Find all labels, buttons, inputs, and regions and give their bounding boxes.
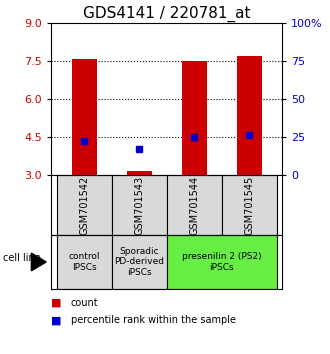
- Text: Sporadic
PD-derived
iPSCs: Sporadic PD-derived iPSCs: [114, 247, 164, 277]
- Bar: [57, 235, 112, 289]
- Bar: [127, 171, 151, 175]
- Bar: [57, 175, 112, 235]
- Bar: [72, 58, 96, 175]
- Text: count: count: [71, 298, 99, 308]
- Text: presenilin 2 (PS2)
iPSCs: presenilin 2 (PS2) iPSCs: [182, 252, 261, 272]
- Bar: [112, 175, 167, 235]
- Bar: [222, 175, 277, 235]
- Text: GSM701545: GSM701545: [244, 176, 254, 235]
- Bar: [112, 235, 167, 289]
- Text: GSM701544: GSM701544: [189, 176, 199, 235]
- Text: GSM701542: GSM701542: [79, 176, 89, 235]
- Bar: [167, 235, 277, 289]
- Text: ■: ■: [51, 298, 62, 308]
- Polygon shape: [31, 253, 46, 271]
- Text: ■: ■: [51, 315, 62, 325]
- Text: cell line: cell line: [3, 253, 41, 263]
- Bar: [237, 56, 261, 175]
- Bar: [167, 175, 222, 235]
- Text: GSM701543: GSM701543: [134, 176, 144, 235]
- Title: GDS4141 / 220781_at: GDS4141 / 220781_at: [83, 5, 250, 22]
- Text: control
IPSCs: control IPSCs: [68, 252, 100, 272]
- Text: percentile rank within the sample: percentile rank within the sample: [71, 315, 236, 325]
- Bar: [182, 61, 207, 175]
